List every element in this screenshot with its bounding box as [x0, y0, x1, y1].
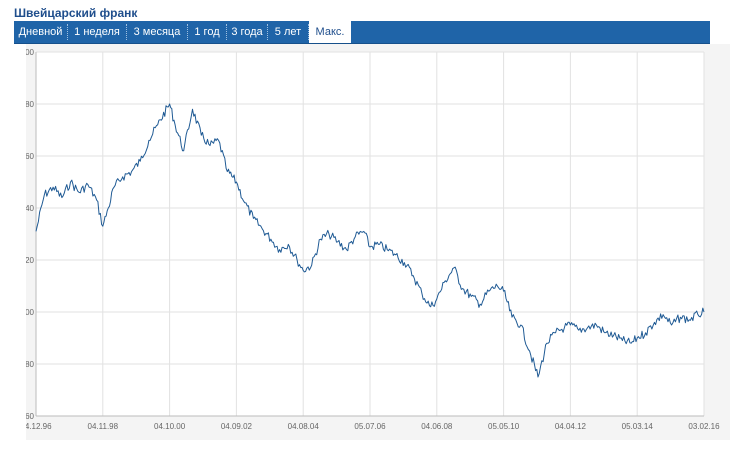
tab-3-years[interactable]: 3 года [231, 26, 263, 38]
x-tick-label: 05.05.10 [488, 422, 520, 431]
x-tick-label: 05.03.14 [622, 422, 654, 431]
tab-separator [187, 24, 188, 40]
tab-max[interactable]: Макс. [309, 21, 351, 43]
y-tick-label: 1,20 [26, 256, 35, 265]
period-tabs: Дневной 1 неделя 3 месяца 1 год 3 года 5… [14, 21, 710, 44]
y-tick-label: 0,60 [26, 412, 35, 421]
y-tick-label: 0,80 [26, 360, 35, 369]
tab-5-years[interactable]: 5 лет [274, 26, 302, 38]
y-tick-label: 1,00 [26, 308, 35, 317]
x-tick-label: 04.06.08 [421, 422, 453, 431]
y-tick-label: 1,40 [26, 204, 35, 213]
series-line [35, 103, 705, 378]
page-title: Швейцарский франк [14, 6, 138, 20]
tab-1-week[interactable]: 1 неделя [74, 26, 120, 38]
x-tick-label: 04.12.96 [26, 422, 52, 431]
tab-separator [126, 24, 127, 40]
tab-separator [308, 24, 309, 40]
tab-1-year[interactable]: 1 год [194, 26, 220, 38]
tab-3-months[interactable]: 3 месяца [133, 26, 181, 38]
tab-separator [226, 24, 227, 40]
tab-daily[interactable]: Дневной [18, 26, 63, 38]
tab-separator [267, 24, 268, 40]
y-tick-label: 1,60 [26, 152, 35, 161]
x-tick-label: 04.09.02 [221, 422, 253, 431]
tab-separator [67, 24, 68, 40]
x-tick-label: 04.11.98 [88, 422, 119, 431]
x-tick-label: 04.04.12 [555, 422, 587, 431]
y-tick-label: 2,00 [26, 48, 35, 57]
x-tick-label: 04.10.00 [154, 422, 186, 431]
x-tick-label: 04.08.04 [288, 422, 320, 431]
rate-chart: 0,60 0,80 1,00 1,20 1,40 1,60 1,80 2,00 04.12.96… [18, 48, 720, 431]
x-tick-label: 05.07.06 [354, 422, 386, 431]
chart-panel: 0,60 0,80 1,00 1,20 1,40 1,60 1,80 2,00 04.12.96… [18, 44, 730, 440]
x-tick-label: 03.02.16 [688, 422, 720, 431]
y-tick-label: 1,80 [26, 100, 35, 109]
